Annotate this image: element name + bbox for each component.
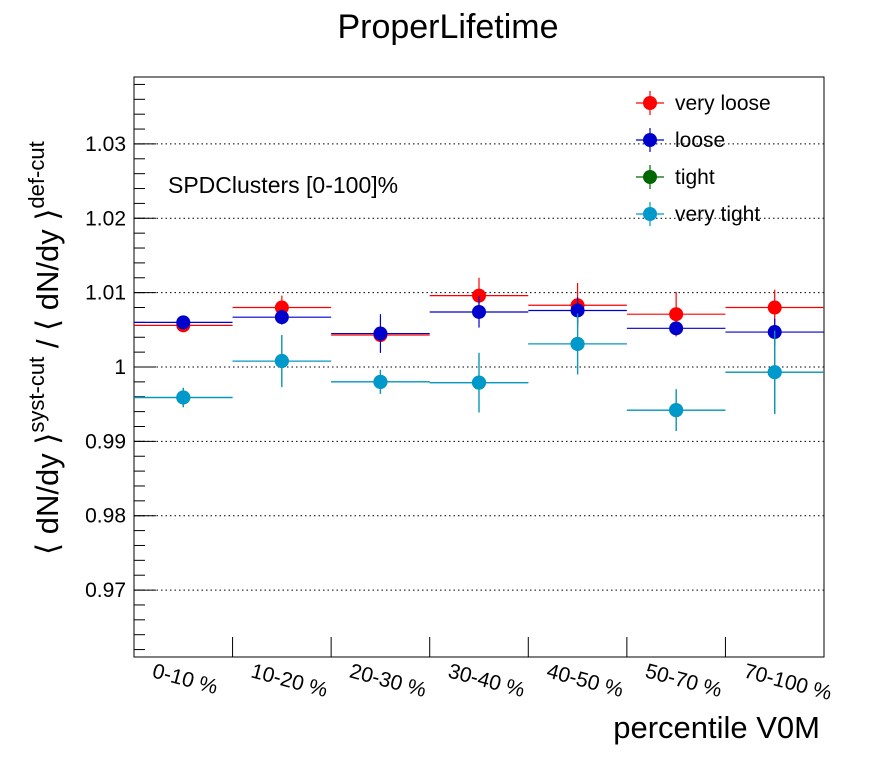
data-point: [767, 300, 782, 315]
data-point: [767, 365, 782, 380]
data-point: [669, 307, 684, 322]
data-point: [176, 315, 191, 330]
y-tick-label: 1.03: [85, 133, 126, 156]
y-tick-label: 1: [114, 356, 126, 379]
y-axis-title-sup1: syst-cut: [24, 357, 49, 433]
y-tick-label: 1.01: [85, 282, 126, 305]
data-point: [274, 354, 289, 369]
y-axis: 0.97 0.98 0.99 1 1.01 1.02 1.03: [85, 83, 156, 651]
data-point: [669, 403, 684, 418]
y-tick-label: 0.97: [85, 579, 126, 602]
chart-title: ProperLifetime: [337, 8, 558, 46]
data-point: [472, 375, 486, 390]
x-category-label: 70-100 %: [741, 660, 834, 705]
data-point: [472, 304, 486, 319]
annotation-label: SPDClusters [0-100]%: [168, 172, 398, 198]
x-category-label: 20-30 %: [347, 660, 429, 702]
x-category-label: 50-70 %: [643, 660, 725, 702]
legend-label: loose: [675, 129, 725, 152]
data-point: [274, 310, 289, 325]
y-axis-title-mid: / ⟨ dN/dy ⟩: [30, 209, 65, 357]
x-category-label: 0-10 %: [150, 660, 220, 699]
data-point: [274, 300, 289, 315]
legend-marker: [643, 96, 657, 110]
y-tick-label: 1.02: [85, 207, 126, 230]
y-axis-title-sup2: def-cut: [24, 141, 49, 208]
legend: very loose loose tight very tight: [636, 91, 771, 226]
x-axis-title: percentile V0M: [613, 710, 820, 745]
data-point: [373, 326, 388, 341]
legend-label: very tight: [675, 203, 760, 226]
data-point: [570, 303, 585, 318]
data-point: [669, 321, 684, 336]
data-point: [472, 288, 486, 303]
y-tick-label: 0.99: [85, 430, 126, 453]
y-axis-title: ⟨ dN/dy ⟩syst-cut / ⟨ dN/dy ⟩def-cut: [24, 141, 65, 555]
data-point: [373, 374, 388, 389]
legend-marker: [643, 170, 657, 184]
legend-marker: [643, 133, 657, 147]
y-axis-title-open: ⟨ dN/dy ⟩: [30, 433, 65, 555]
data-point: [176, 390, 191, 405]
x-category-label: 30-40 %: [446, 660, 528, 702]
data-markers: [134, 277, 824, 431]
legend-label: very loose: [675, 92, 771, 115]
y-tick-label: 0.98: [85, 505, 126, 528]
x-category-label: 40-50 %: [544, 660, 626, 702]
data-point: [570, 336, 585, 351]
legend-label: tight: [675, 166, 715, 189]
x-category-label: 10-20 %: [249, 660, 331, 702]
x-axis: 0-10 % 10-20 % 20-30 % 30-40 % 40-50 % 50-70 …: [150, 637, 834, 705]
legend-marker: [643, 207, 657, 221]
